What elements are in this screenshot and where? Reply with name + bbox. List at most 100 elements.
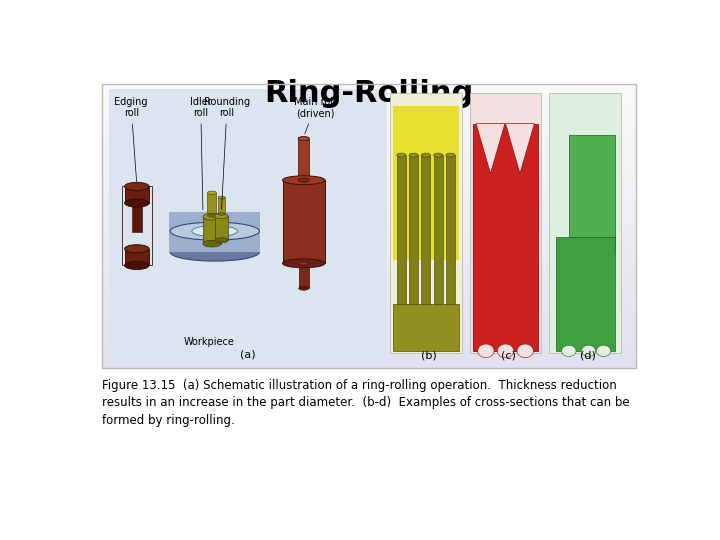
FancyBboxPatch shape — [102, 259, 636, 264]
Ellipse shape — [207, 191, 217, 194]
FancyBboxPatch shape — [102, 231, 636, 235]
FancyBboxPatch shape — [299, 264, 309, 288]
FancyBboxPatch shape — [102, 307, 636, 312]
FancyBboxPatch shape — [102, 316, 636, 321]
FancyBboxPatch shape — [469, 93, 541, 353]
FancyBboxPatch shape — [102, 155, 636, 159]
FancyBboxPatch shape — [102, 112, 636, 117]
Text: Ring-Rolling: Ring-Rolling — [264, 79, 474, 109]
Ellipse shape — [203, 240, 221, 247]
Text: Edging
roll: Edging roll — [114, 97, 148, 181]
Ellipse shape — [207, 214, 217, 217]
Ellipse shape — [421, 153, 431, 157]
Ellipse shape — [397, 153, 406, 157]
FancyBboxPatch shape — [125, 249, 149, 266]
FancyBboxPatch shape — [102, 254, 636, 259]
FancyBboxPatch shape — [421, 155, 431, 305]
FancyBboxPatch shape — [102, 354, 636, 359]
FancyBboxPatch shape — [102, 131, 636, 136]
FancyBboxPatch shape — [102, 178, 636, 183]
Ellipse shape — [409, 153, 418, 157]
Ellipse shape — [203, 213, 221, 220]
FancyBboxPatch shape — [102, 249, 636, 254]
FancyBboxPatch shape — [102, 326, 636, 330]
Ellipse shape — [125, 199, 149, 207]
FancyBboxPatch shape — [446, 155, 455, 305]
FancyBboxPatch shape — [102, 140, 636, 145]
FancyBboxPatch shape — [102, 98, 636, 103]
FancyBboxPatch shape — [102, 207, 636, 212]
Ellipse shape — [299, 261, 309, 265]
FancyBboxPatch shape — [102, 107, 636, 112]
FancyBboxPatch shape — [102, 240, 636, 245]
FancyBboxPatch shape — [102, 330, 636, 335]
FancyBboxPatch shape — [109, 89, 387, 363]
Text: Workpiece: Workpiece — [184, 337, 235, 347]
FancyBboxPatch shape — [102, 150, 636, 155]
FancyBboxPatch shape — [102, 292, 636, 297]
Ellipse shape — [125, 245, 149, 253]
FancyBboxPatch shape — [397, 155, 406, 305]
FancyBboxPatch shape — [102, 297, 636, 302]
FancyBboxPatch shape — [102, 273, 636, 278]
FancyBboxPatch shape — [102, 245, 636, 249]
FancyBboxPatch shape — [282, 180, 325, 264]
FancyBboxPatch shape — [102, 363, 636, 368]
FancyBboxPatch shape — [102, 117, 636, 122]
FancyBboxPatch shape — [102, 84, 636, 88]
FancyBboxPatch shape — [102, 283, 636, 288]
FancyBboxPatch shape — [125, 186, 149, 203]
FancyBboxPatch shape — [102, 126, 636, 131]
FancyBboxPatch shape — [102, 198, 636, 202]
FancyBboxPatch shape — [102, 212, 636, 217]
Ellipse shape — [517, 344, 534, 357]
Ellipse shape — [299, 286, 309, 290]
FancyBboxPatch shape — [102, 264, 636, 268]
FancyBboxPatch shape — [102, 359, 636, 363]
FancyBboxPatch shape — [102, 188, 636, 193]
Polygon shape — [505, 124, 534, 174]
Ellipse shape — [433, 153, 443, 157]
FancyBboxPatch shape — [549, 93, 621, 353]
FancyBboxPatch shape — [102, 302, 636, 307]
FancyBboxPatch shape — [102, 183, 636, 188]
Ellipse shape — [195, 226, 234, 239]
Polygon shape — [476, 124, 505, 174]
Ellipse shape — [298, 178, 310, 183]
FancyBboxPatch shape — [102, 145, 636, 150]
FancyBboxPatch shape — [207, 193, 217, 215]
FancyBboxPatch shape — [433, 155, 443, 305]
Text: (c): (c) — [501, 350, 516, 360]
Ellipse shape — [298, 137, 310, 141]
Ellipse shape — [562, 345, 576, 356]
FancyBboxPatch shape — [102, 221, 636, 226]
FancyBboxPatch shape — [569, 135, 615, 248]
Ellipse shape — [215, 214, 228, 219]
FancyBboxPatch shape — [102, 235, 636, 240]
Ellipse shape — [477, 344, 494, 357]
Text: (a): (a) — [240, 349, 256, 359]
FancyBboxPatch shape — [102, 164, 636, 169]
FancyBboxPatch shape — [218, 198, 225, 214]
Text: Rounding
roll: Rounding roll — [204, 97, 250, 209]
FancyBboxPatch shape — [390, 93, 462, 353]
FancyBboxPatch shape — [102, 335, 636, 340]
Ellipse shape — [170, 222, 259, 240]
FancyBboxPatch shape — [102, 349, 636, 354]
FancyBboxPatch shape — [102, 321, 636, 326]
FancyBboxPatch shape — [409, 155, 418, 305]
FancyBboxPatch shape — [298, 139, 310, 180]
FancyBboxPatch shape — [473, 124, 539, 351]
Ellipse shape — [218, 196, 225, 199]
FancyBboxPatch shape — [102, 103, 636, 107]
FancyBboxPatch shape — [102, 226, 636, 231]
FancyBboxPatch shape — [102, 193, 636, 198]
Ellipse shape — [446, 153, 455, 157]
Text: Main roll
(driven): Main roll (driven) — [294, 97, 336, 134]
FancyBboxPatch shape — [102, 340, 636, 345]
FancyBboxPatch shape — [132, 199, 142, 232]
Ellipse shape — [282, 176, 325, 185]
Ellipse shape — [581, 345, 595, 356]
Text: Idler
roll: Idler roll — [190, 97, 212, 210]
FancyBboxPatch shape — [102, 174, 636, 178]
